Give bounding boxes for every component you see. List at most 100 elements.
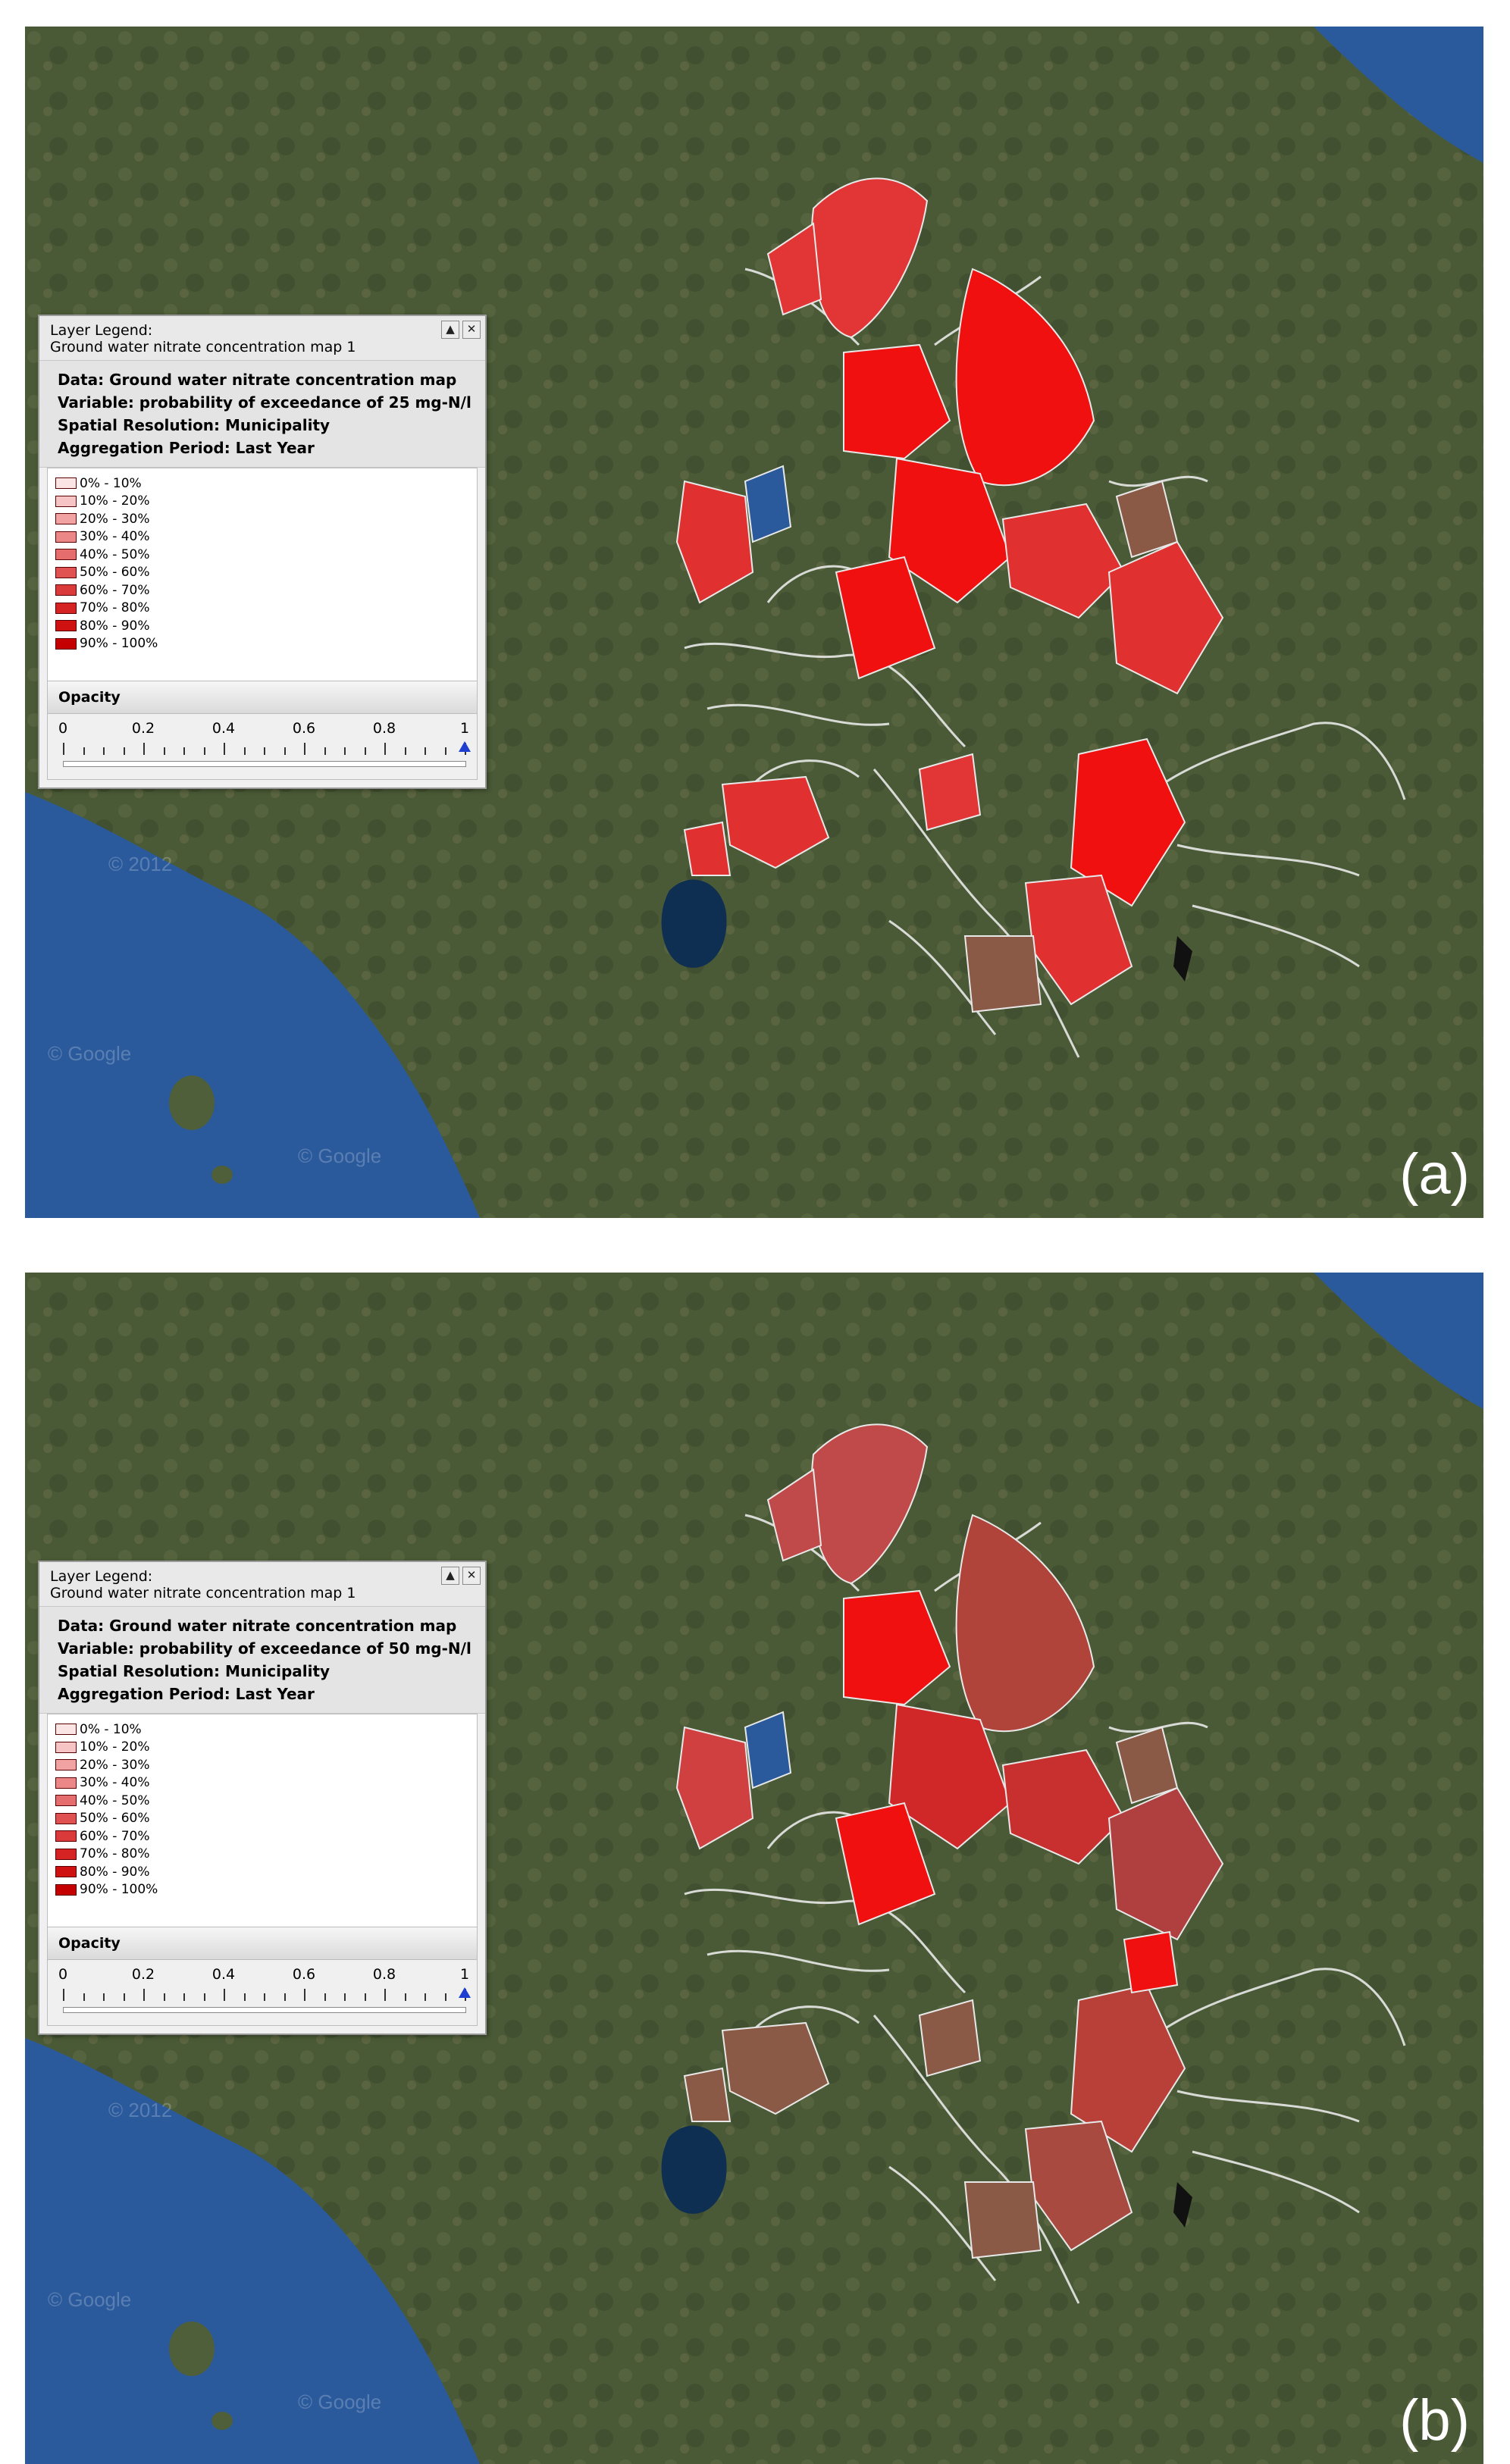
opacity-tick <box>243 747 246 755</box>
legend-class-label: 80% - 90% <box>80 618 150 634</box>
legend-header[interactable]: Layer Legend: Ground water nitrate conce… <box>39 316 485 361</box>
legend-swatch <box>55 549 77 561</box>
legend-info-variable: Variable: probability of exceedance of 2… <box>58 393 471 412</box>
legend-class-7: 70% - 80% <box>48 600 477 618</box>
layer-legend-window-b[interactable]: Layer Legend: Ground water nitrate conce… <box>38 1561 487 2035</box>
lake-bolsena <box>661 2125 727 2214</box>
lake-bolsena <box>661 879 727 968</box>
map-panel-a[interactable]: © 2012 © Google © Google Layer Legend: G… <box>25 27 1483 1218</box>
legend-class-label: 90% - 100% <box>80 1882 158 1898</box>
legend-class-label: 50% - 60% <box>80 565 150 581</box>
legend-swatch <box>55 1795 77 1807</box>
opacity-tick <box>424 747 426 755</box>
legend-swatch <box>55 602 77 614</box>
opacity-title: Opacity <box>47 681 478 714</box>
legend-info-aggregation: Aggregation Period: Last Year <box>58 1685 315 1703</box>
legend-class-label: 30% - 40% <box>80 1775 150 1791</box>
legend-swatch <box>55 1777 77 1789</box>
legend-info-aggregation: Aggregation Period: Last Year <box>58 439 315 457</box>
opacity-tick <box>284 1993 286 2001</box>
island-giglio <box>169 1075 215 1130</box>
legend-class-2: 20% - 30% <box>48 1756 477 1774</box>
opacity-tick <box>163 1993 165 2001</box>
municipality-polygons <box>675 1423 1224 2259</box>
legend-swatch <box>55 477 77 490</box>
opacity-tick <box>224 1989 225 2001</box>
legend-swatch <box>55 513 77 525</box>
legend-class-1: 10% - 20% <box>48 1739 477 1757</box>
close-button[interactable]: ✕ <box>462 321 481 339</box>
watermark-1: © 2012 <box>108 853 173 875</box>
opacity-tick-label: 0.4 <box>211 720 236 737</box>
opacity-track[interactable] <box>63 761 466 767</box>
legend-class-0: 0% - 10% <box>48 1720 477 1739</box>
opacity-slider[interactable]: 0 0.2 0.4 0.6 0.8 1 <box>47 1960 478 2026</box>
legend-info-variable: Variable: probability of exceedance of 5… <box>58 1639 471 1658</box>
opacity-tick <box>364 747 366 755</box>
minimize-button[interactable]: ▲ <box>441 1567 459 1585</box>
legend-class-label: 20% - 30% <box>80 1757 150 1773</box>
legend-class-label: 0% - 10% <box>80 1721 142 1737</box>
legend-class-label: 30% - 40% <box>80 529 150 545</box>
legend-info-resolution: Spatial Resolution: Municipality <box>58 1662 331 1680</box>
opacity-slider[interactable]: 0 0.2 0.4 0.6 0.8 1 <box>47 714 478 780</box>
opacity-tick <box>324 1993 326 2001</box>
opacity-thumb[interactable] <box>459 741 471 752</box>
opacity-tick-label: 0.6 <box>292 720 316 737</box>
legend-class-5: 50% - 60% <box>48 564 477 582</box>
opacity-tick <box>143 1989 145 2001</box>
legend-swatch <box>55 1830 77 1843</box>
opacity-tick <box>404 747 406 755</box>
minimize-button[interactable]: ▲ <box>441 321 459 339</box>
opacity-tick <box>224 743 225 755</box>
opacity-tick <box>264 747 265 755</box>
watermark-1: © 2012 <box>108 2099 173 2121</box>
opacity-tick <box>324 747 326 755</box>
legend-swatch <box>55 620 77 632</box>
legend-swatch <box>55 584 77 596</box>
opacity-tick <box>444 1993 446 2001</box>
legend-class-3: 30% - 40% <box>48 1774 477 1792</box>
map-panel-b[interactable]: © 2012 © Google © Google Layer Legend: G… <box>25 1273 1483 2464</box>
legend-class-7: 70% - 80% <box>48 1846 477 1864</box>
legend-header[interactable]: Layer Legend: Ground water nitrate conce… <box>39 1562 485 1607</box>
opacity-thumb[interactable] <box>459 1987 471 1998</box>
legend-swatch <box>55 495 77 507</box>
legend-header-line2: Ground water nitrate concentration map 1 <box>50 339 356 355</box>
opacity-tick <box>123 747 125 755</box>
opacity-tick-label: 0.8 <box>372 720 396 737</box>
legend-info: Data: Ground water nitrate concentration… <box>39 1607 485 1714</box>
opacity-tick <box>183 747 185 755</box>
legend-class-label: 20% - 30% <box>80 511 150 527</box>
legend-class-label: 60% - 70% <box>80 1828 150 1844</box>
opacity-tick <box>203 1993 205 2001</box>
island-small <box>211 2412 233 2430</box>
legend-class-label: 40% - 50% <box>80 1792 150 1808</box>
opacity-tick <box>344 1993 346 2001</box>
legend-class-label: 10% - 20% <box>80 1739 150 1755</box>
layer-legend-window-a[interactable]: Layer Legend: Ground water nitrate conce… <box>38 315 487 789</box>
legend-swatch <box>55 1866 77 1878</box>
opacity-tick-label: 0 <box>58 1966 68 1983</box>
opacity-tick-label: 0 <box>58 720 68 737</box>
opacity-tick <box>444 747 446 755</box>
opacity-tick <box>83 1993 85 2001</box>
watermark-2: © Google <box>48 2288 132 2311</box>
legend-class-label: 0% - 10% <box>80 475 142 491</box>
municipality-polygons <box>675 177 1224 1013</box>
legend-swatch <box>55 1741 77 1753</box>
legend-swatch <box>55 566 77 578</box>
opacity-tick <box>384 1989 386 2001</box>
legend-swatch <box>55 1848 77 1860</box>
close-button[interactable]: ✕ <box>462 1567 481 1585</box>
opacity-track[interactable] <box>63 2007 466 2013</box>
legend-swatch <box>55 1759 77 1771</box>
opacity-tick <box>344 747 346 755</box>
legend-header-line2: Ground water nitrate concentration map 1 <box>50 1585 356 1601</box>
legend-class-6: 60% - 70% <box>48 1827 477 1846</box>
opacity-tick-label: 1 <box>459 720 470 737</box>
legend-class-4: 40% - 50% <box>48 1792 477 1810</box>
legend-classes: 0% - 10% 10% - 20% 20% - 30% 30% - 40% 40% -… <box>47 1714 478 1927</box>
legend-class-0: 0% - 10% <box>48 474 477 493</box>
legend-class-1: 10% - 20% <box>48 493 477 511</box>
